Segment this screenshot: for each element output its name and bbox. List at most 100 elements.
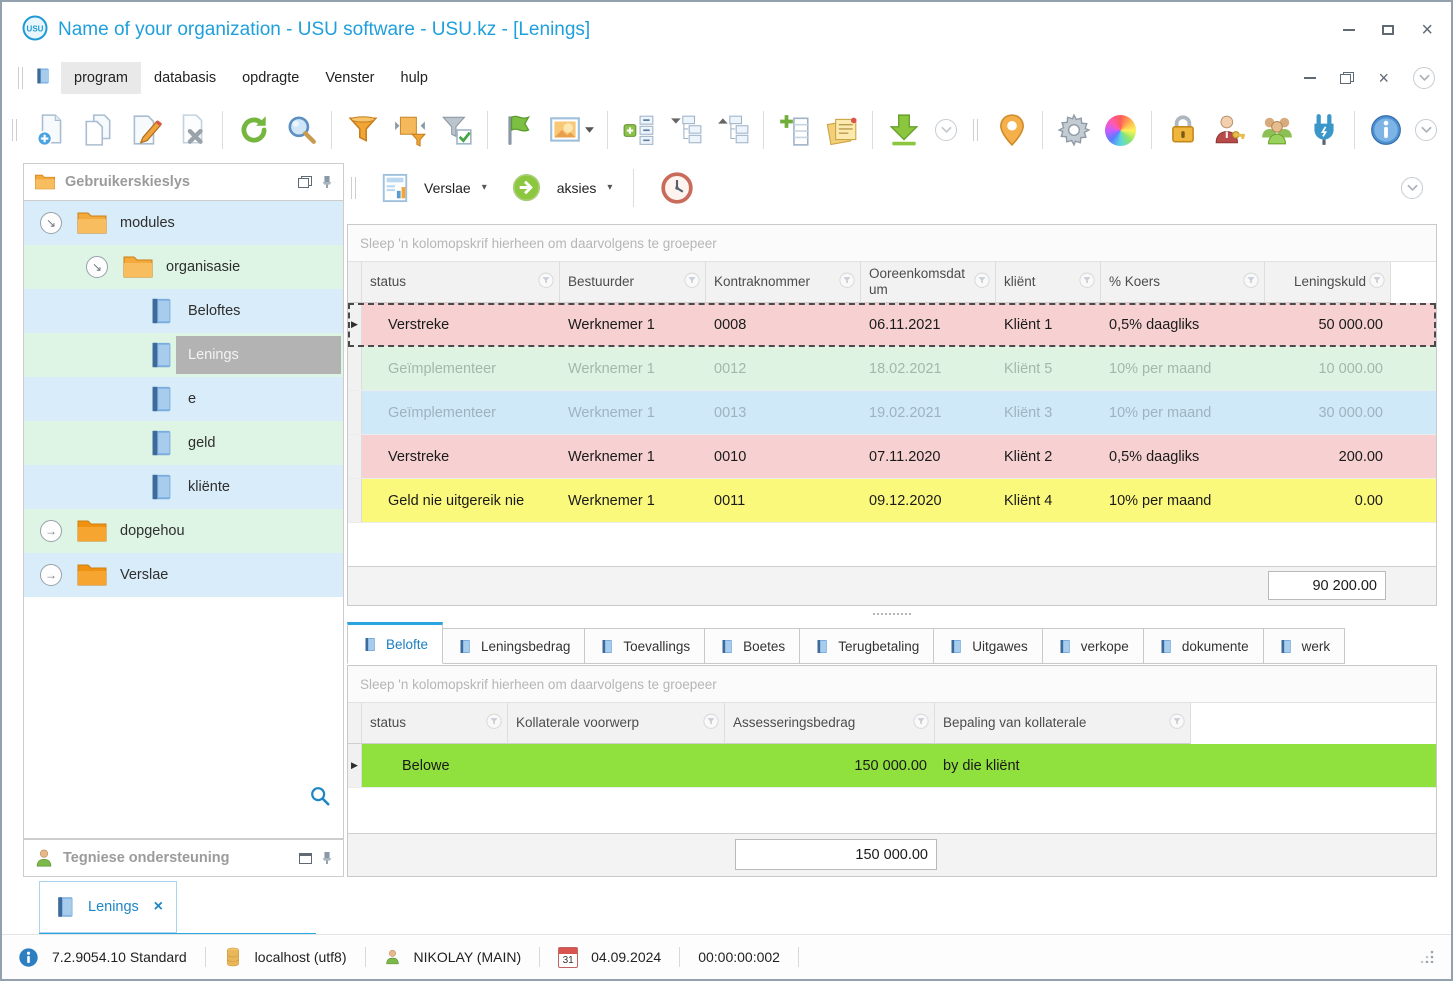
lock-icon[interactable] <box>1159 107 1206 153</box>
add-column-icon[interactable] <box>771 107 818 153</box>
mdi-minimize-button[interactable] <box>1304 77 1317 79</box>
filter-funnel-icon[interactable] <box>1079 272 1095 292</box>
column-header-klient[interactable]: kliënt <box>996 262 1101 303</box>
maximize-button[interactable] <box>1382 25 1395 35</box>
menu-program[interactable]: program <box>61 62 141 94</box>
tab-terugbetaling[interactable]: Terugbetaling <box>799 628 935 664</box>
horizontal-splitter[interactable] <box>347 608 1437 620</box>
close-button[interactable]: × <box>1421 19 1433 41</box>
tree-expand-icon[interactable]: → <box>40 564 62 586</box>
report-icon[interactable] <box>375 165 415 211</box>
tree-collapse-icon[interactable]: ↘ <box>40 212 62 234</box>
filter-range-icon[interactable] <box>386 107 433 153</box>
actions-dropdown[interactable]: aksies <box>556 179 597 196</box>
tree-item-geld[interactable]: geld <box>24 421 343 465</box>
table-row[interactable]: Geld nie uitgereik nie Werknemer 1 0011 … <box>348 479 1436 523</box>
resize-grip[interactable] <box>1419 949 1435 966</box>
support-panel-header[interactable]: Tegniese ondersteuning <box>23 839 344 877</box>
filter-apply-icon[interactable] <box>433 107 480 153</box>
tree-item-lenings[interactable]: Lenings <box>24 333 343 377</box>
tree-collapse-icon[interactable]: ↘ <box>86 256 108 278</box>
minimize-button[interactable] <box>1343 29 1356 31</box>
filter-funnel-icon[interactable] <box>684 272 700 292</box>
actions-icon[interactable] <box>506 165 548 211</box>
tab-leningsbedrag[interactable]: Leningsbedrag <box>442 628 586 664</box>
refresh-button[interactable] <box>230 107 277 153</box>
export-download-icon[interactable] <box>880 107 927 153</box>
tree-item-verslae[interactable]: → Verslae <box>24 553 343 597</box>
tree-item-modules[interactable]: ↘ modules <box>24 201 343 245</box>
document-tab-lenings[interactable]: Lenings × <box>39 881 177 933</box>
copy-record-button[interactable] <box>74 107 121 153</box>
tree-item-kliente[interactable]: kliënte <box>24 465 343 509</box>
filter-funnel-icon[interactable] <box>913 713 929 733</box>
column-header-kontraknommer[interactable]: Kontraknommer <box>706 262 861 303</box>
tab-dokumente[interactable]: dokumente <box>1142 628 1264 664</box>
sidebar-search-icon[interactable] <box>309 785 331 812</box>
filter-funnel-icon[interactable] <box>1169 713 1185 733</box>
column-header-leningskuld[interactable]: Leningskuld <box>1265 262 1391 303</box>
tree-expand-icon[interactable]: → <box>40 520 62 542</box>
menu-overflow-chevron-icon[interactable] <box>1413 67 1435 89</box>
column-header-kollaterale[interactable]: Kollaterale voorwerp <box>508 703 725 744</box>
column-header-status[interactable]: status <box>362 262 560 303</box>
filter-funnel-icon[interactable] <box>703 713 719 733</box>
filter-funnel-icon[interactable] <box>974 272 990 292</box>
tab-belofte[interactable]: Belofte <box>347 622 444 664</box>
reports-dropdown[interactable]: Verslae <box>424 179 471 196</box>
filter-funnel-icon[interactable] <box>1369 272 1385 292</box>
collapse-tree-icon[interactable] <box>662 107 709 153</box>
flag-icon[interactable] <box>495 107 542 153</box>
tab-verkope[interactable]: verkope <box>1041 628 1144 664</box>
tree-item-dopgehou[interactable]: → dopgehou <box>24 509 343 553</box>
column-header-assesseringsbedrag[interactable]: Assesseringsbedrag <box>725 703 935 744</box>
filter-icon[interactable] <box>339 107 386 153</box>
tree-item-beloftes[interactable]: Beloftes <box>24 289 343 333</box>
tree-item-organisasie[interactable]: ↘ organisasie <box>24 245 343 289</box>
user-permissions-icon[interactable] <box>1206 107 1253 153</box>
clock-icon[interactable] <box>655 165 699 211</box>
expand-groups-icon[interactable] <box>615 107 662 153</box>
table-row[interactable]: Verstreke Werknemer 1 0010 07.11.2020 Kl… <box>348 435 1436 479</box>
filter-funnel-icon[interactable] <box>839 272 855 292</box>
image-preview-button[interactable] <box>542 107 600 153</box>
menu-hulp[interactable]: hulp <box>400 70 428 86</box>
table-row[interactable]: ▶ Belowe 150 000.00 by die kliënt <box>348 744 1436 788</box>
toolbar-grip[interactable] <box>351 176 356 199</box>
toolbar-grip[interactable] <box>973 119 978 141</box>
support-maximize-icon[interactable] <box>299 852 312 864</box>
tab-toevallings[interactable]: Toevallings <box>584 628 706 664</box>
table-row[interactable]: Geïmplementeer Werknemer 1 0013 19.02.20… <box>348 391 1436 435</box>
location-pin-icon[interactable] <box>988 107 1035 153</box>
settings-gear-icon[interactable] <box>1050 107 1097 153</box>
integrations-plug-icon[interactable] <box>1300 107 1347 153</box>
new-record-button[interactable] <box>27 107 74 153</box>
tab-boetes[interactable]: Boetes <box>704 628 801 664</box>
toolbar-grip[interactable] <box>18 67 23 89</box>
tab-uitgawes[interactable]: Uitgawes <box>933 628 1043 664</box>
toolbar-more-chevron-icon[interactable] <box>935 119 957 141</box>
expand-tree-icon[interactable] <box>709 107 756 153</box>
notes-icon[interactable] <box>818 107 865 153</box>
support-pin-icon[interactable] <box>321 851 333 865</box>
filter-funnel-icon[interactable] <box>538 272 554 292</box>
column-header-bestuurder[interactable]: Bestuurder <box>560 262 706 303</box>
edit-record-button[interactable] <box>121 107 168 153</box>
sidebar-restore-icon[interactable] <box>298 176 312 188</box>
tree-item-e[interactable]: e <box>24 377 343 421</box>
document-tab-close-icon[interactable]: × <box>153 898 163 915</box>
column-header-ooreenkomsdatum[interactable]: Ooreenkomsdatum <box>861 262 996 303</box>
mdi-restore-button[interactable] <box>1340 72 1355 84</box>
toolbar-grip[interactable] <box>12 119 17 141</box>
column-header-koers[interactable]: % Koers <box>1101 262 1265 303</box>
table-row[interactable]: ▶ Verstreke Werknemer 1 0008 06.11.2021 … <box>348 303 1436 347</box>
user-groups-icon[interactable] <box>1253 107 1300 153</box>
color-scheme-icon[interactable] <box>1097 107 1144 153</box>
filter-funnel-icon[interactable] <box>1243 272 1259 292</box>
toolbar-overflow-chevron-icon[interactable] <box>1415 119 1437 141</box>
table-row[interactable]: Geïmplementeer Werknemer 1 0012 18.02.20… <box>348 347 1436 391</box>
filter-funnel-icon[interactable] <box>486 713 502 733</box>
tab-werk[interactable]: werk <box>1262 628 1346 664</box>
info-icon[interactable] <box>1362 107 1409 153</box>
column-header-bepaling[interactable]: Bepaling van kollaterale <box>935 703 1191 744</box>
